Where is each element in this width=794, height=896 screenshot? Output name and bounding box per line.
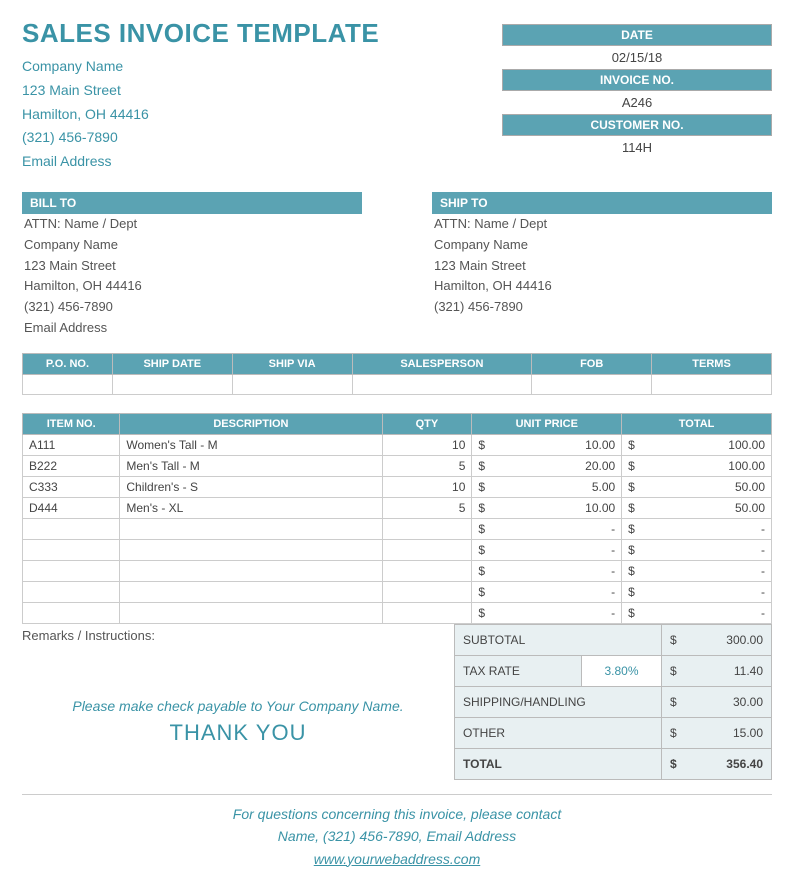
footer-web: www.yourwebaddress.com [22,848,772,870]
order-row [23,374,772,394]
subtotal-value: 300.00 [726,633,763,647]
company-street: 123 Main Street [22,79,379,103]
other-label: OTHER [455,717,662,748]
col-total: TOTAL [622,413,772,434]
company-email: Email Address [22,150,379,174]
tax-label: TAX RATE [455,655,582,686]
company-name: Company Name [22,55,379,79]
item-row-empty: $-$- [23,602,772,623]
col-unit: UNIT PRICE [472,413,622,434]
item-row-empty: $-$- [23,560,772,581]
tax-amount: 11.40 [734,664,763,678]
totals-block: SUBTOTAL $300.00 TAX RATE 3.80% $11.40 S… [454,624,772,780]
bill-attn: ATTN: Name / Dept [22,214,362,235]
thank-you: THANK YOU [22,720,454,746]
col-fob: FOB [532,353,652,374]
item-row: C333Children's - S10$5.00$50.00 [23,476,772,497]
shipping-label: SHIPPING/HANDLING [455,686,662,717]
col-shipdate: SHIP DATE [112,353,232,374]
currency: $ [670,726,677,740]
company-city: Hamilton, OH 44416 [22,103,379,127]
invoice-no-label: INVOICE NO. [502,69,772,91]
currency: $ [670,664,677,678]
bill-city: Hamilton, OH 44416 [22,276,362,297]
col-itemno: ITEM NO. [23,413,120,434]
col-qty: QTY [382,413,472,434]
bill-to-header: BILL TO [22,192,362,214]
items-table: ITEM NO. DESCRIPTION QTY UNIT PRICE TOTA… [22,413,772,624]
other-value: 15.00 [733,726,763,740]
tax-rate: 3.80% [582,655,662,686]
shipping-value: 30.00 [733,695,763,709]
customer-no-label: CUSTOMER NO. [502,114,772,136]
bill-street: 123 Main Street [22,256,362,277]
company-phone: (321) 456-7890 [22,126,379,150]
bill-company: Company Name [22,235,362,256]
col-shipvia: SHIP VIA [232,353,352,374]
total-label: TOTAL [455,748,662,779]
item-row: B222Men's Tall - M5$20.00$100.00 [23,455,772,476]
item-row: A111Women's Tall - M10$10.00$100.00 [23,434,772,455]
customer-no-value: 114H [502,136,772,159]
currency: $ [670,633,677,647]
currency: $ [670,695,677,709]
bill-phone: (321) 456-7890 [22,297,362,318]
currency: $ [670,757,677,771]
bill-email: Email Address [22,318,362,339]
col-po: P.O. NO. [23,353,113,374]
footer-line1: For questions concerning this invoice, p… [22,803,772,825]
bill-to-block: BILL TO ATTN: Name / Dept Company Name 1… [22,192,362,339]
ship-company: Company Name [432,235,772,256]
item-row-empty: $-$- [23,539,772,560]
ship-street: 123 Main Street [432,256,772,277]
remarks-label: Remarks / Instructions: [22,628,454,643]
ship-city: Hamilton, OH 44416 [432,276,772,297]
ship-to-header: SHIP TO [432,192,772,214]
col-salesperson: SALESPERSON [352,353,532,374]
item-row-empty: $-$- [23,518,772,539]
page-title: SALES INVOICE TEMPLATE [22,18,379,49]
invoice-no-value: A246 [502,91,772,114]
date-label: DATE [502,24,772,46]
footer: For questions concerning this invoice, p… [22,794,772,870]
subtotal-label: SUBTOTAL [455,624,662,655]
item-row-empty: $-$- [23,581,772,602]
date-value: 02/15/18 [502,46,772,69]
ship-attn: ATTN: Name / Dept [432,214,772,235]
col-terms: TERMS [652,353,772,374]
ship-to-block: SHIP TO ATTN: Name / Dept Company Name 1… [432,192,772,339]
total-value: 356.40 [726,757,763,771]
footer-line2: Name, (321) 456-7890, Email Address [22,825,772,847]
item-row: D444Men's - XL5$10.00$50.00 [23,497,772,518]
payable-text: Please make check payable to Your Compan… [22,698,454,714]
invoice-meta: DATE 02/15/18 INVOICE NO. A246 CUSTOMER … [502,24,772,174]
col-desc: DESCRIPTION [120,413,382,434]
ship-phone: (321) 456-7890 [432,297,772,318]
order-table: P.O. NO. SHIP DATE SHIP VIA SALESPERSON … [22,353,772,395]
